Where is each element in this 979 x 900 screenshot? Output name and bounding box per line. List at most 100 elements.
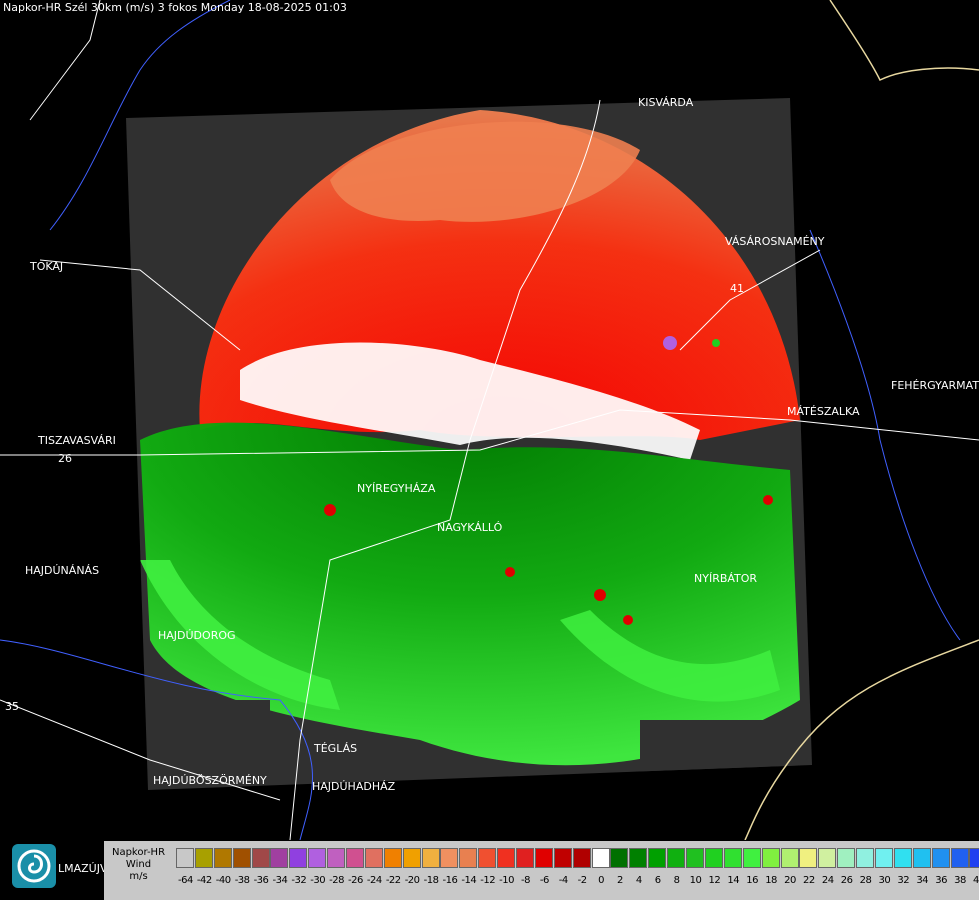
legend-swatch	[704, 848, 723, 868]
legend-tick-label: -14	[461, 875, 477, 886]
legend-swatch	[534, 848, 553, 868]
legend-tick-label: -2	[577, 875, 587, 886]
legend-tick-label: 18	[765, 875, 777, 886]
legend-swatch	[799, 848, 818, 868]
legend-ticks: -64 -42 -40 -38 -36 -34 -32 -30 -28 -26 -24 -22 -20-…	[176, 875, 979, 889]
map-title: Napkor-HR Szél 30km (m/s) 3 fokos Monday…	[3, 1, 347, 14]
legend-tick-label: -6	[539, 875, 549, 886]
legend-swatch	[346, 848, 365, 868]
legend-swatch	[270, 848, 289, 868]
legend-swatch	[402, 848, 421, 868]
country-border	[744, 639, 979, 840]
legend-swatch	[969, 848, 979, 868]
city-label: KISVÁRDA	[638, 96, 694, 109]
legend-swatch	[383, 848, 402, 868]
legend-line2: Wind	[125, 859, 152, 870]
legend-tick-label: -24	[366, 875, 382, 886]
legend-swatch	[742, 848, 761, 868]
legend-line3: m/s	[129, 871, 148, 882]
legend-swatch	[478, 848, 497, 868]
legend-tick-label: 0	[598, 875, 604, 886]
legend-swatch	[723, 848, 742, 868]
met-service-logo-icon	[12, 844, 56, 888]
legend-swatch	[931, 848, 950, 868]
legend-swatch	[516, 848, 535, 868]
high-approaching-echo	[140, 560, 340, 710]
city-label: VÁSÁROSNAMÉNY	[725, 235, 825, 248]
legend-swatch	[421, 848, 440, 868]
city-label: MÁTÉSZALKA	[787, 405, 860, 418]
legend-swatch	[874, 848, 893, 868]
legend-tick-label: -20	[404, 875, 420, 886]
legend-tick-label: 12	[708, 875, 721, 886]
legend-tick-label: 22	[802, 875, 815, 886]
legend-tick-label: -4	[558, 875, 568, 886]
legend-swatch	[856, 848, 875, 868]
legend-swatch	[553, 848, 572, 868]
legend-swatch	[761, 848, 780, 868]
legend-swatch	[818, 848, 837, 868]
legend-tick-label: 26	[840, 875, 853, 886]
road-number: 35	[5, 700, 19, 713]
legend-tick-label: -10	[499, 875, 514, 886]
legend-swatch	[194, 848, 213, 868]
legend-tick-label: 6	[654, 875, 661, 886]
legend-tick-label: 32	[897, 875, 910, 886]
legend-tick-label: -40	[215, 875, 231, 886]
legend-swatch	[497, 848, 516, 868]
legend-swatch	[232, 848, 251, 868]
legend-tick-label: 40	[972, 875, 979, 886]
legend-tick-label: -36	[253, 875, 269, 886]
river	[0, 639, 313, 840]
legend-swatch	[176, 848, 194, 868]
legend-tick-label: -28	[329, 875, 344, 886]
legend-tick-label: 36	[935, 875, 947, 886]
river	[49, 0, 231, 231]
legend-swatch	[648, 848, 667, 868]
radar-map: 26 41 35 KISVÁRDA TOKAJ VÁSÁROSNAMÉNY FE…	[0, 0, 979, 840]
road-number: 41	[730, 282, 744, 295]
legend-tick-label: 10	[689, 875, 702, 886]
legend-tick-label: -8	[520, 875, 530, 886]
road	[39, 259, 241, 351]
legend-swatch	[327, 848, 346, 868]
city-label: HAJDÚDOROG	[158, 629, 236, 642]
legend-swatch	[572, 848, 591, 868]
legend-tick-label: 8	[673, 875, 680, 886]
legend-swatch	[686, 848, 705, 868]
city-label: TISZAVASVÁRI	[37, 434, 116, 447]
city-label: HAJDÚNÁNÁS	[25, 564, 99, 577]
legend-swatch	[459, 848, 478, 868]
legend-swatch	[213, 848, 232, 868]
road	[289, 99, 601, 840]
legend-swatch	[364, 848, 383, 868]
legend-swatch	[251, 848, 270, 868]
legend-swatch	[912, 848, 931, 868]
city-label: TÉGLÁS	[313, 742, 357, 755]
legend-swatch	[950, 848, 969, 868]
legend-tick-label: 24	[821, 875, 834, 886]
high-receding-echo	[330, 121, 640, 222]
legend-swatch	[837, 848, 856, 868]
legend-swatch	[591, 848, 610, 868]
city-label: NYÍRBÁTOR	[694, 572, 757, 585]
country-border	[829, 0, 979, 82]
zero-velocity-band	[240, 342, 700, 460]
legend-tick-label: 28	[859, 875, 872, 886]
legend-tick-label: -12	[480, 875, 496, 886]
legend-tick-label: 4	[635, 875, 642, 886]
legend-tick-label: 34	[916, 875, 929, 886]
city-label: NYÍREGYHÁZA	[357, 482, 436, 495]
legend-tick-label: -30	[310, 875, 326, 886]
legend-swatches	[176, 848, 979, 868]
city-label: TOKAJ	[29, 260, 63, 273]
legend-swatch	[289, 848, 308, 868]
legend-tick-label: -38	[234, 875, 250, 886]
legend-tick-label: 38	[954, 875, 966, 886]
city-label: HAJDÚHADHÁZ	[312, 780, 396, 793]
legend-tick-label: 16	[746, 875, 759, 886]
road	[0, 699, 281, 801]
legend-tick-label: -32	[291, 875, 307, 886]
legend-tick-label: 30	[878, 875, 891, 886]
legend-swatch	[780, 848, 799, 868]
